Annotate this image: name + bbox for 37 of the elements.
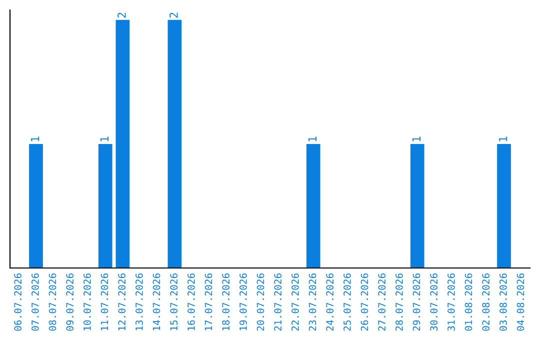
x-tick-label: 09.07.2026 [66,273,74,331]
data-label: 1 [412,136,420,142]
x-tick-label: 25.07.2026 [343,273,351,331]
x-tick-label: 21.07.2026 [274,273,282,331]
x-tick-label: 27.07.2026 [378,273,386,331]
x-tick-label: 26.07.2026 [360,273,368,331]
x-tick-label: 06.07.2026 [14,273,22,331]
data-label: 2 [118,12,126,18]
x-tick-label: 14.07.2026 [152,273,160,330]
x-tick-label: 24.07.2026 [326,273,334,331]
x-tick-label: 13.07.2026 [135,273,143,330]
data-label: 2 [170,12,178,18]
x-tick-label: 17.07.2026 [204,273,212,330]
data-label: 1 [100,136,108,142]
x-tick-label: 07.07.2026 [31,273,39,331]
x-tick-label: 03.08.2026 [499,273,507,331]
x-tick-label: 10.07.2026 [83,273,91,330]
x-tick-label: 11.07.2026 [100,273,108,330]
x-tick-label: 22.07.2026 [291,273,299,331]
x-tick-label: 08.07.2026 [48,273,56,331]
x-tick-label: 28.07.2026 [395,273,403,331]
x-tick-label: 29.07.2026 [412,273,420,331]
x-tick-label: 12.07.2026 [118,273,126,330]
x-tick-label: 15.07.2026 [170,273,178,330]
data-label: 1 [498,136,508,142]
x-tick-label: 19.07.2026 [239,273,247,330]
x-tick-label: 16.07.2026 [187,273,195,330]
data-label: 1 [30,136,40,142]
x-tick-label: 20.07.2026 [256,273,264,331]
data-label: 1 [308,136,316,142]
x-tick-label: 02.08.2026 [482,273,490,331]
x-tick-label: 18.07.2026 [222,273,230,330]
x-tick-label: 31.07.2026 [447,273,455,331]
x-tick-label: 04.08.2026 [516,273,524,331]
x-tick-label: 23.07.2026 [308,273,316,331]
x-tick-label: 01.08.2026 [464,273,472,331]
x-tick-label: 30.07.2026 [430,273,438,331]
